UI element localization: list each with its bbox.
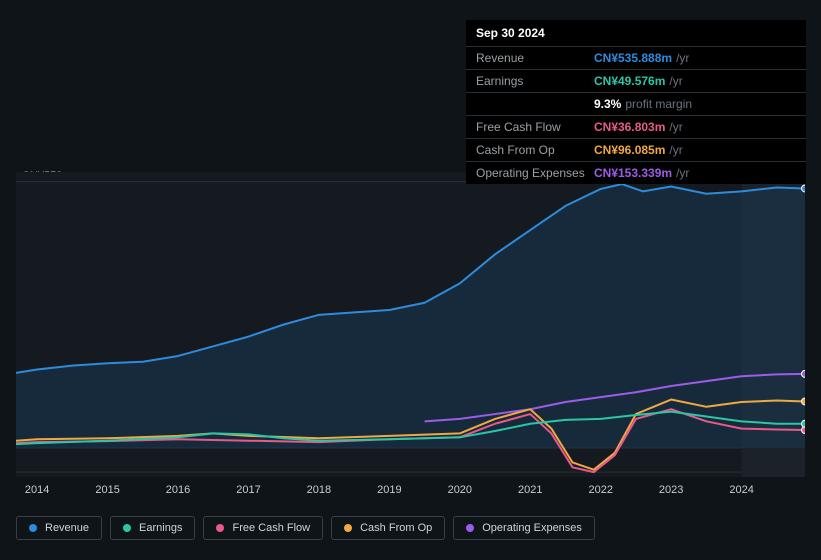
legend-item[interactable]: Free Cash Flow [203, 516, 323, 540]
tooltip-value: CN¥36.803m [594, 120, 665, 134]
x-axis-label: 2024 [729, 484, 753, 496]
legend-item[interactable]: Operating Expenses [453, 516, 595, 540]
x-axis-label: 2017 [236, 484, 260, 496]
tooltip-label: Operating Expenses [476, 166, 594, 180]
tooltip-value: CN¥535.888m [594, 51, 672, 65]
tooltip-label: Revenue [476, 51, 594, 65]
tooltip-unit: /yr [669, 120, 682, 134]
x-axis-label: 2020 [448, 484, 472, 496]
tooltip-panel: Sep 30 2024 Revenue CN¥535.888m /yrEarni… [466, 20, 806, 184]
x-axis-label: 2021 [518, 484, 542, 496]
tooltip-row: Free Cash Flow CN¥36.803m /yr [466, 116, 806, 139]
tooltip-unit: /yr [676, 166, 689, 180]
tooltip-label: Free Cash Flow [476, 120, 594, 134]
legend-dot-icon [123, 524, 131, 532]
tooltip-margin-text: profit margin [625, 97, 692, 111]
x-axis-label: 2018 [307, 484, 331, 496]
tooltip-unit: /yr [669, 74, 682, 88]
tooltip-row: 9.3% profit margin [466, 93, 806, 116]
tooltip-label: Cash From Op [476, 143, 594, 157]
series-end-marker [802, 420, 806, 427]
legend-item[interactable]: Cash From Op [331, 516, 445, 540]
legend-dot-icon [29, 524, 37, 532]
legend-item[interactable]: Revenue [16, 516, 102, 540]
tooltip-date: Sep 30 2024 [466, 20, 806, 47]
tooltip-row: Operating Expenses CN¥153.339m /yr [466, 162, 806, 184]
tooltip-unit: /yr [676, 51, 689, 65]
legend-label: Cash From Op [360, 522, 432, 534]
series-end-marker [802, 370, 806, 377]
legend-label: Revenue [45, 522, 89, 534]
legend-label: Free Cash Flow [232, 522, 310, 534]
series-end-marker [802, 185, 806, 192]
tooltip-label [476, 97, 594, 111]
series-end-marker [802, 398, 806, 405]
tooltip-unit: /yr [669, 143, 682, 157]
tooltip-margin-pct: 9.3% [594, 97, 621, 111]
chart-plot[interactable] [16, 172, 805, 477]
x-axis-label: 2015 [95, 484, 119, 496]
x-axis-label: 2016 [166, 484, 190, 496]
legend-item[interactable]: Earnings [110, 516, 195, 540]
tooltip-value: CN¥49.576m [594, 74, 665, 88]
legend-dot-icon [216, 524, 224, 532]
x-axis-label: 2023 [659, 484, 683, 496]
tooltip-value: CN¥153.339m [594, 166, 672, 180]
x-axis-label: 2014 [25, 484, 49, 496]
legend-label: Earnings [139, 522, 182, 534]
tooltip-row: Earnings CN¥49.576m /yr [466, 70, 806, 93]
x-axis-label: 2022 [588, 484, 612, 496]
tooltip-label: Earnings [476, 74, 594, 88]
x-axis-label: 2019 [377, 484, 401, 496]
legend-dot-icon [466, 524, 474, 532]
legend: Revenue Earnings Free Cash Flow Cash Fro… [16, 516, 595, 540]
legend-dot-icon [344, 524, 352, 532]
tooltip-value: CN¥96.085m [594, 143, 665, 157]
tooltip-row: Revenue CN¥535.888m /yr [466, 47, 806, 70]
tooltip-row: Cash From Op CN¥96.085m /yr [466, 139, 806, 162]
legend-label: Operating Expenses [482, 522, 582, 534]
